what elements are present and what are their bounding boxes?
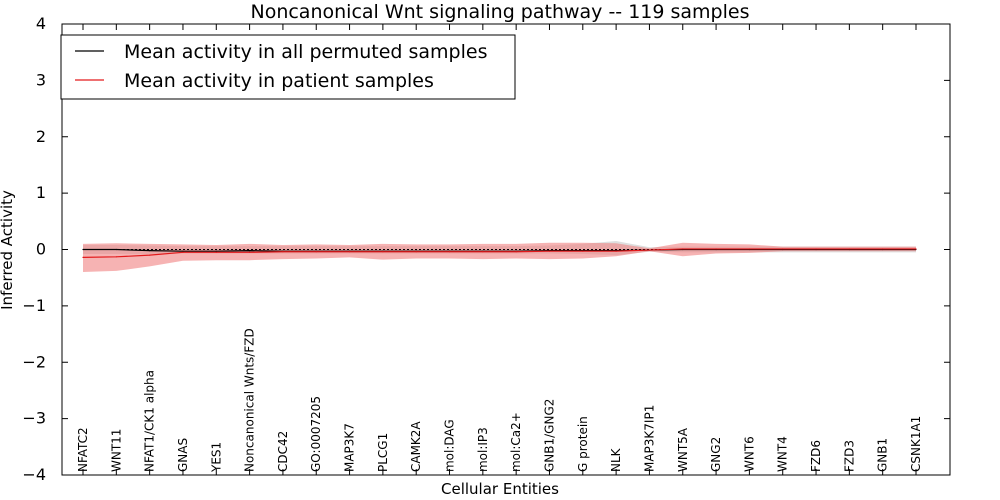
legend-label-patient: Mean activity in patient samples [124,70,434,92]
patient-point-14 [548,250,551,252]
patient-point-24 [882,248,884,250]
y-tick-label: 0 [36,240,46,259]
patient-point-20 [748,248,751,250]
patient-point-23 [848,248,850,250]
x-tick-label: GNG2 [709,437,723,472]
patient-point-19 [715,248,717,250]
patient-point-5 [249,251,251,253]
y-tick-label: −3 [22,409,46,428]
x-tick-label: GNB1/GNG2 [542,399,556,472]
chart-title: Noncanonical Wnt signaling pathway -- 11… [250,1,749,23]
y-tick-label: 4 [36,14,46,33]
patient-point-25 [915,248,917,250]
x-tick-label: G protein [576,416,590,472]
patient-point-17 [648,249,651,251]
x-tick-label: WNT11 [109,429,123,472]
patient-point-9 [382,251,384,253]
x-tick-label: WNT6 [742,436,756,472]
patient-point-11 [448,251,451,253]
x-tick-label: mol:Ca2+ [509,412,523,472]
x-tick-label: WNT5A [676,427,690,472]
permuted-point-0 [82,248,84,251]
patient-point-13 [515,251,517,253]
permuted-point-1 [115,248,117,251]
patient-point-0 [82,256,84,258]
patient-point-15 [582,250,584,252]
x-tick-label: GNAS [176,438,190,472]
patient-point-7 [315,251,317,253]
x-tick-label: Noncanonical Wnts/FZD [243,328,257,472]
y-axis-title: Inferred Activity [0,190,16,310]
series-lines [82,248,917,258]
patient-point-1 [115,256,117,258]
x-tick-label: CSNK1A1 [909,416,923,472]
x-tick-label: CDC42 [276,431,290,472]
y-tick-label: 2 [36,127,46,146]
patient-point-18 [682,248,684,250]
y-tick-label: 1 [36,183,46,202]
permuted-point-3 [182,250,184,252]
x-axis: NFATC2 WNT11 NFAT1/CK1 alpha GNAS YES1 Noncan… [76,24,923,475]
legend-box [60,34,516,100]
patient-point-22 [815,248,817,250]
plot-frame [61,23,951,476]
x-tick-label: MAP3K7 [343,423,357,472]
y-tick-label: −4 [22,465,46,484]
patient-point-4 [215,251,217,253]
patient-point-16 [615,250,617,252]
patient-point-12 [482,251,484,253]
y-tick-label: −1 [22,296,46,315]
y-tick-label: −2 [22,352,46,371]
x-tick-label: MAP3K7IP1 [642,405,656,472]
patient-mean-line [82,248,916,258]
x-tick-label: WNT4 [776,436,790,472]
patient-point-10 [415,251,417,253]
x-tick-label: FZD3 [842,440,856,472]
permuted-point-2 [149,250,151,252]
patient-point-3 [182,251,184,253]
x-tick-label: NLK [609,447,623,472]
legend: Mean activity in all permuted samples Me… [60,34,516,100]
permuted-point-4 [215,250,217,252]
patient-point-6 [282,251,284,253]
x-tick-label: GO:0007205 [309,396,323,472]
x-axis-title: Cellular Entities [441,480,559,498]
x-tick-label: NFATC2 [76,427,90,472]
y-axis: 4 3 2 1 0 −1 −2 −3 −4 [22,14,950,484]
x-tick-label: PLCG1 [376,433,390,472]
x-tick-label: NFAT1/CK1 alpha [143,370,157,472]
x-tick-label: mol:DAG [443,419,457,472]
permuted-point-5 [249,250,251,252]
x-tick-label: CAMK2A [409,421,423,472]
patient-point-2 [149,254,151,256]
patient-point-8 [348,251,351,253]
patient-point-21 [782,248,784,250]
x-tick-label: YES1 [209,442,223,473]
x-tick-label: mol:IP3 [476,427,490,472]
legend-label-permuted: Mean activity in all permuted samples [124,41,487,63]
y-tick-label: 3 [36,70,46,89]
x-tick-label: FZD6 [809,440,823,472]
x-tick-label: GNB1 [876,438,890,472]
